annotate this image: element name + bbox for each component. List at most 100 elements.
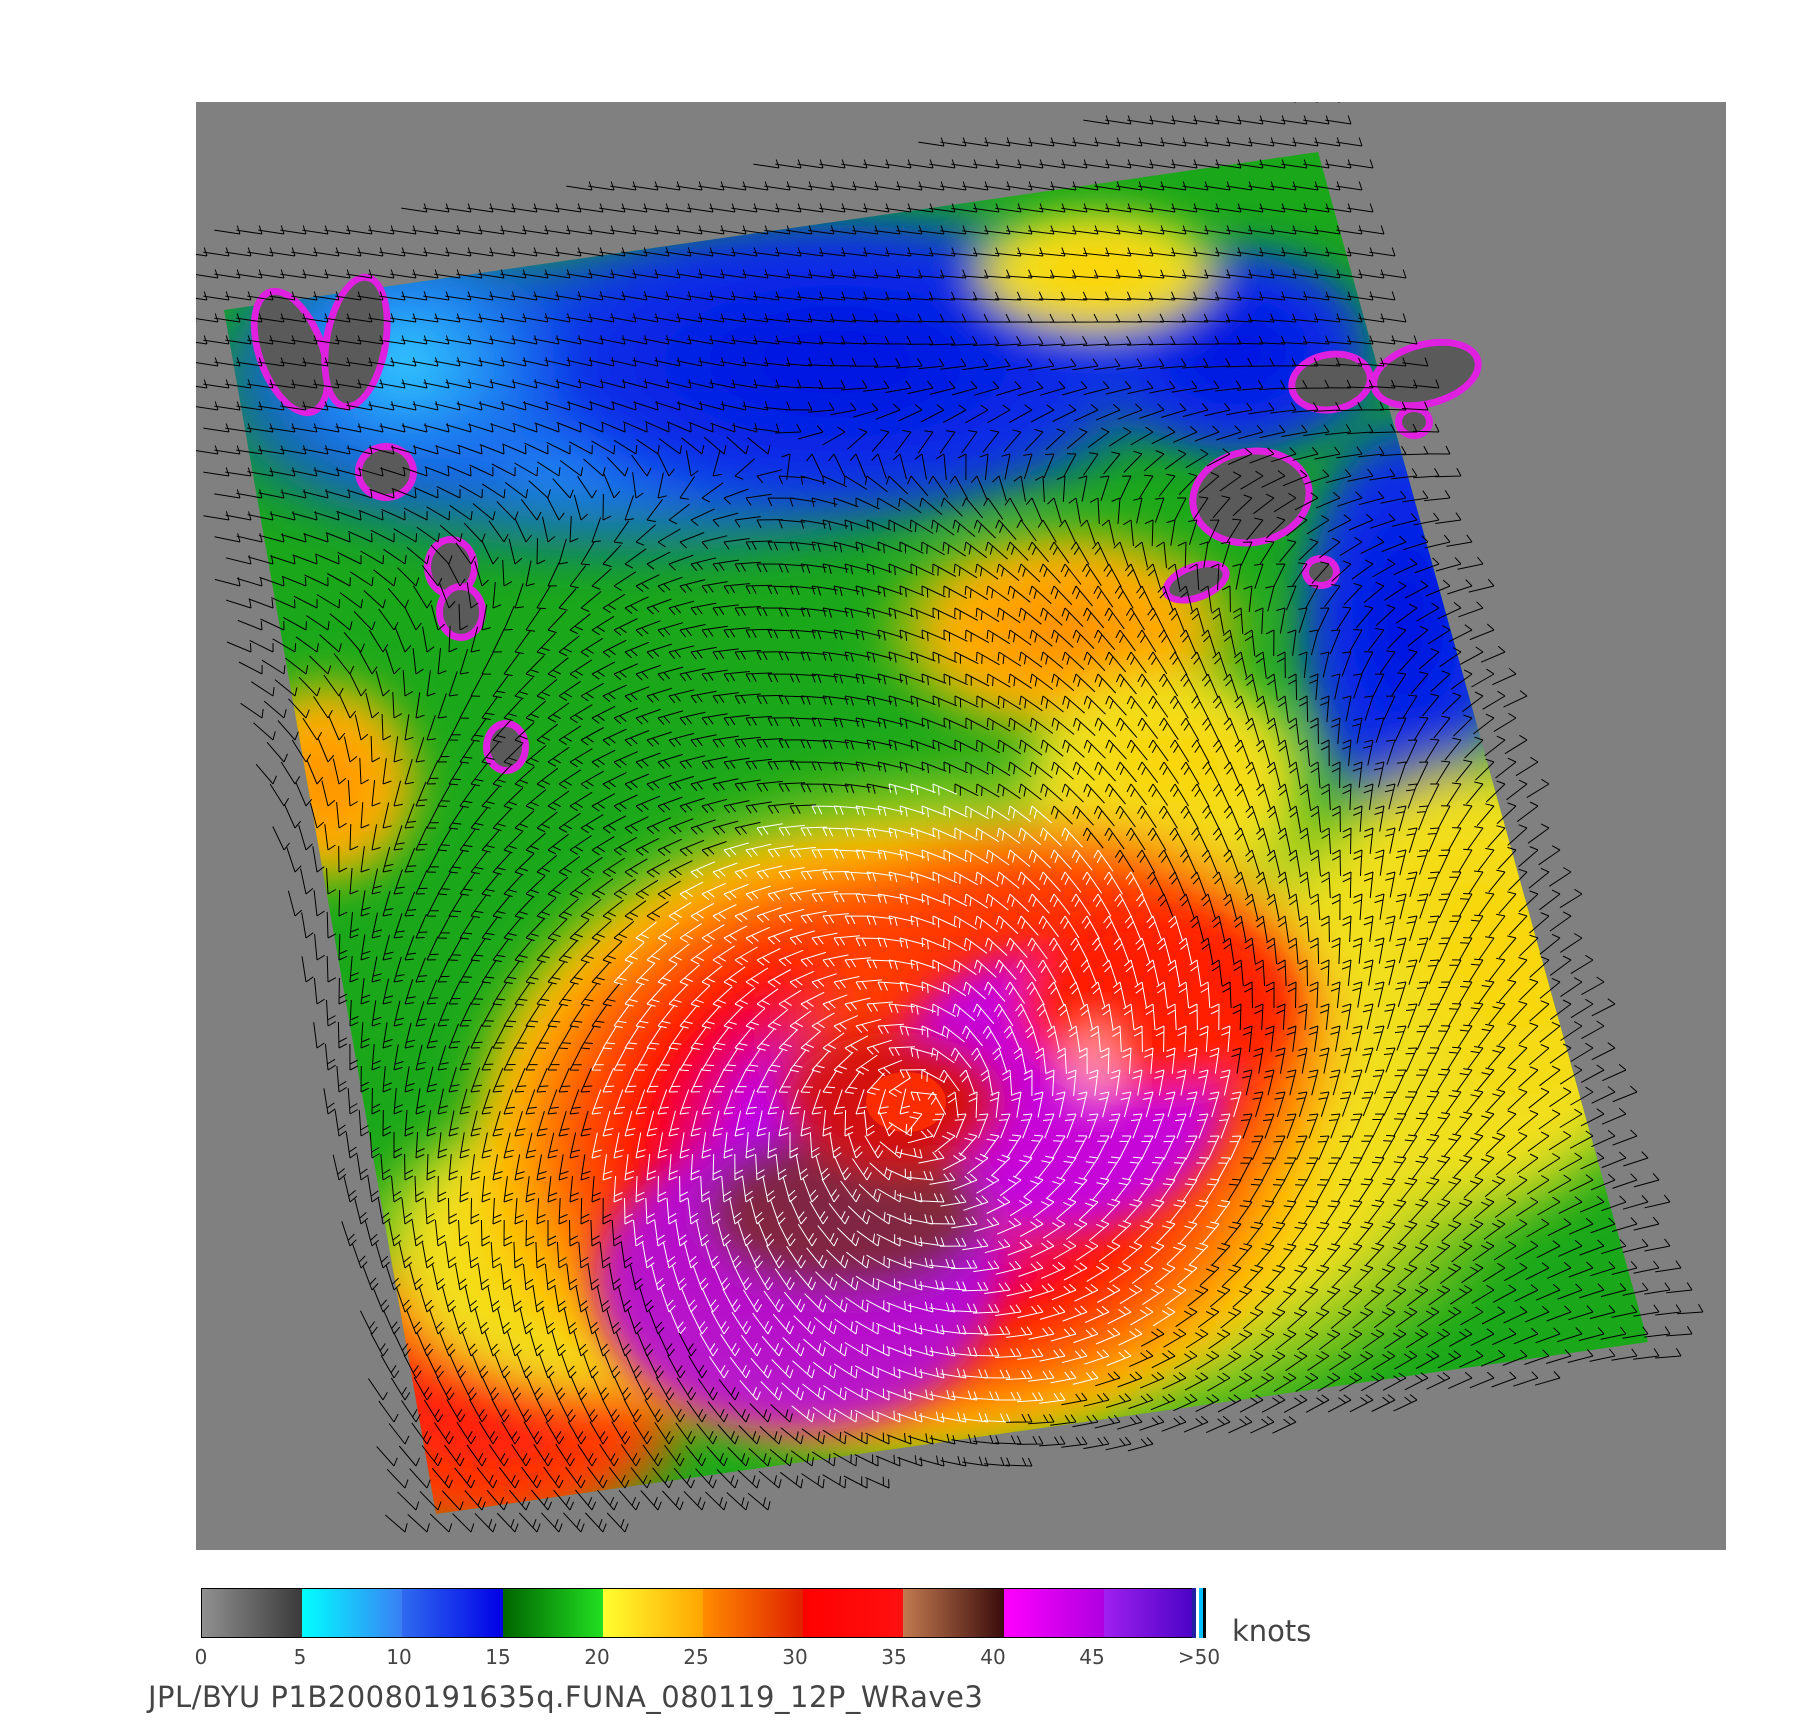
wind-barb — [1050, 1414, 1077, 1426]
wind-barb — [1039, 1305, 1066, 1320]
wind-barb — [1524, 1349, 1550, 1365]
wind-barb — [1106, 1349, 1132, 1366]
wind-barb — [634, 1376, 653, 1401]
wind-barb — [1173, 497, 1187, 522]
wind-barb — [544, 225, 571, 235]
wind-barb — [727, 1447, 750, 1467]
wind-barb — [1305, 1157, 1319, 1182]
wind-barb — [1591, 998, 1616, 1017]
wind-barb — [596, 1489, 619, 1511]
wind-barb — [382, 890, 394, 917]
wind-barb — [613, 663, 639, 681]
wind-barb — [811, 973, 837, 989]
wind-barb — [613, 1089, 625, 1115]
wind-barb — [817, 1225, 839, 1247]
wind-barb — [419, 1286, 434, 1313]
wind-barb — [996, 915, 1019, 935]
wind-barb — [470, 1067, 482, 1093]
wind-barb — [886, 1256, 912, 1269]
wind-barb — [940, 497, 963, 517]
wind-barb — [756, 563, 784, 573]
wind-barb — [797, 247, 824, 257]
wind-barb — [247, 291, 274, 301]
wind-barb — [742, 401, 769, 411]
wind-barb — [380, 1355, 400, 1379]
wind-barb — [1023, 1069, 1033, 1097]
wind-barb — [1435, 512, 1462, 524]
wind-barb — [1105, 695, 1127, 716]
wind-barb — [1158, 673, 1179, 697]
wind-barb — [393, 1088, 403, 1115]
wind-barb — [1072, 1414, 1099, 1428]
wind-barb — [1146, 563, 1162, 590]
wind-barb — [393, 1332, 411, 1357]
wind-barb — [481, 604, 491, 631]
wind-barb — [1548, 1130, 1572, 1151]
wind-barb — [943, 673, 968, 686]
wind-barb — [456, 357, 483, 367]
wind-barb — [952, 1173, 978, 1191]
wind-barb — [800, 739, 828, 749]
wind-barb — [877, 1188, 902, 1203]
wind-barb — [679, 964, 700, 986]
wind-barb — [1175, 1307, 1198, 1328]
wind-barb — [964, 585, 989, 601]
wind-barb — [764, 181, 791, 191]
wind-barb — [1483, 1219, 1506, 1240]
wind-barb — [514, 982, 531, 1006]
wind-barb — [888, 695, 915, 707]
wind-barb — [1062, 1305, 1088, 1322]
wind-barb — [1261, 1394, 1286, 1413]
wind-barb — [822, 1032, 845, 1053]
wind-barb — [1415, 1069, 1429, 1094]
wind-barb — [1287, 673, 1298, 701]
wind-barb — [1083, 247, 1110, 257]
wind-barb — [1156, 937, 1172, 964]
wind-barb — [396, 1287, 412, 1313]
wind-barb — [1029, 585, 1052, 604]
wind-barb — [833, 497, 859, 508]
wind-barb — [387, 587, 409, 609]
wind-barb — [818, 379, 846, 389]
wind-barb — [1444, 737, 1462, 761]
wind-barb — [431, 1467, 453, 1489]
wind-barb — [1288, 849, 1301, 876]
wind-barb — [983, 1413, 1011, 1423]
wind-barb — [1297, 1329, 1319, 1351]
wind-barb — [301, 912, 314, 939]
wind-barb — [753, 335, 780, 345]
wind-barb — [1207, 1135, 1220, 1160]
wind-barb — [795, 1269, 817, 1291]
wind-barb — [745, 672, 773, 683]
wind-barb — [723, 757, 750, 770]
wind-barb — [1083, 1436, 1110, 1450]
wind-barb — [819, 203, 846, 213]
wind-barb — [781, 453, 791, 480]
wind-barb — [1277, 827, 1291, 854]
wind-barb — [1293, 1179, 1308, 1203]
wind-barb — [1528, 1087, 1550, 1109]
wind-barb — [679, 1175, 689, 1203]
wind-barb — [1227, 447, 1253, 465]
colorbar-segment-25-30 — [703, 1589, 804, 1637]
wind-barb — [624, 548, 647, 569]
wind-barb — [994, 1347, 1022, 1358]
wind-barb — [1655, 1304, 1682, 1316]
wind-barb — [1144, 1047, 1154, 1074]
wind-barb — [552, 478, 574, 499]
wind-barb — [690, 819, 716, 835]
colorbar-segment-35-40 — [903, 1589, 1004, 1637]
wind-barb — [1039, 1436, 1066, 1447]
wind-barb — [811, 541, 838, 552]
wind-barb — [1083, 203, 1110, 213]
wind-barb — [1240, 1113, 1253, 1139]
wind-barb — [455, 542, 476, 565]
wind-barb — [600, 421, 626, 433]
wind-barb — [459, 1002, 472, 1027]
wind-barb — [1299, 1286, 1319, 1309]
wind-barb — [833, 849, 861, 859]
wind-barb — [800, 991, 825, 1010]
wind-barb — [1082, 827, 1104, 849]
wind-barb — [412, 269, 439, 279]
wind-barb — [393, 1044, 404, 1071]
